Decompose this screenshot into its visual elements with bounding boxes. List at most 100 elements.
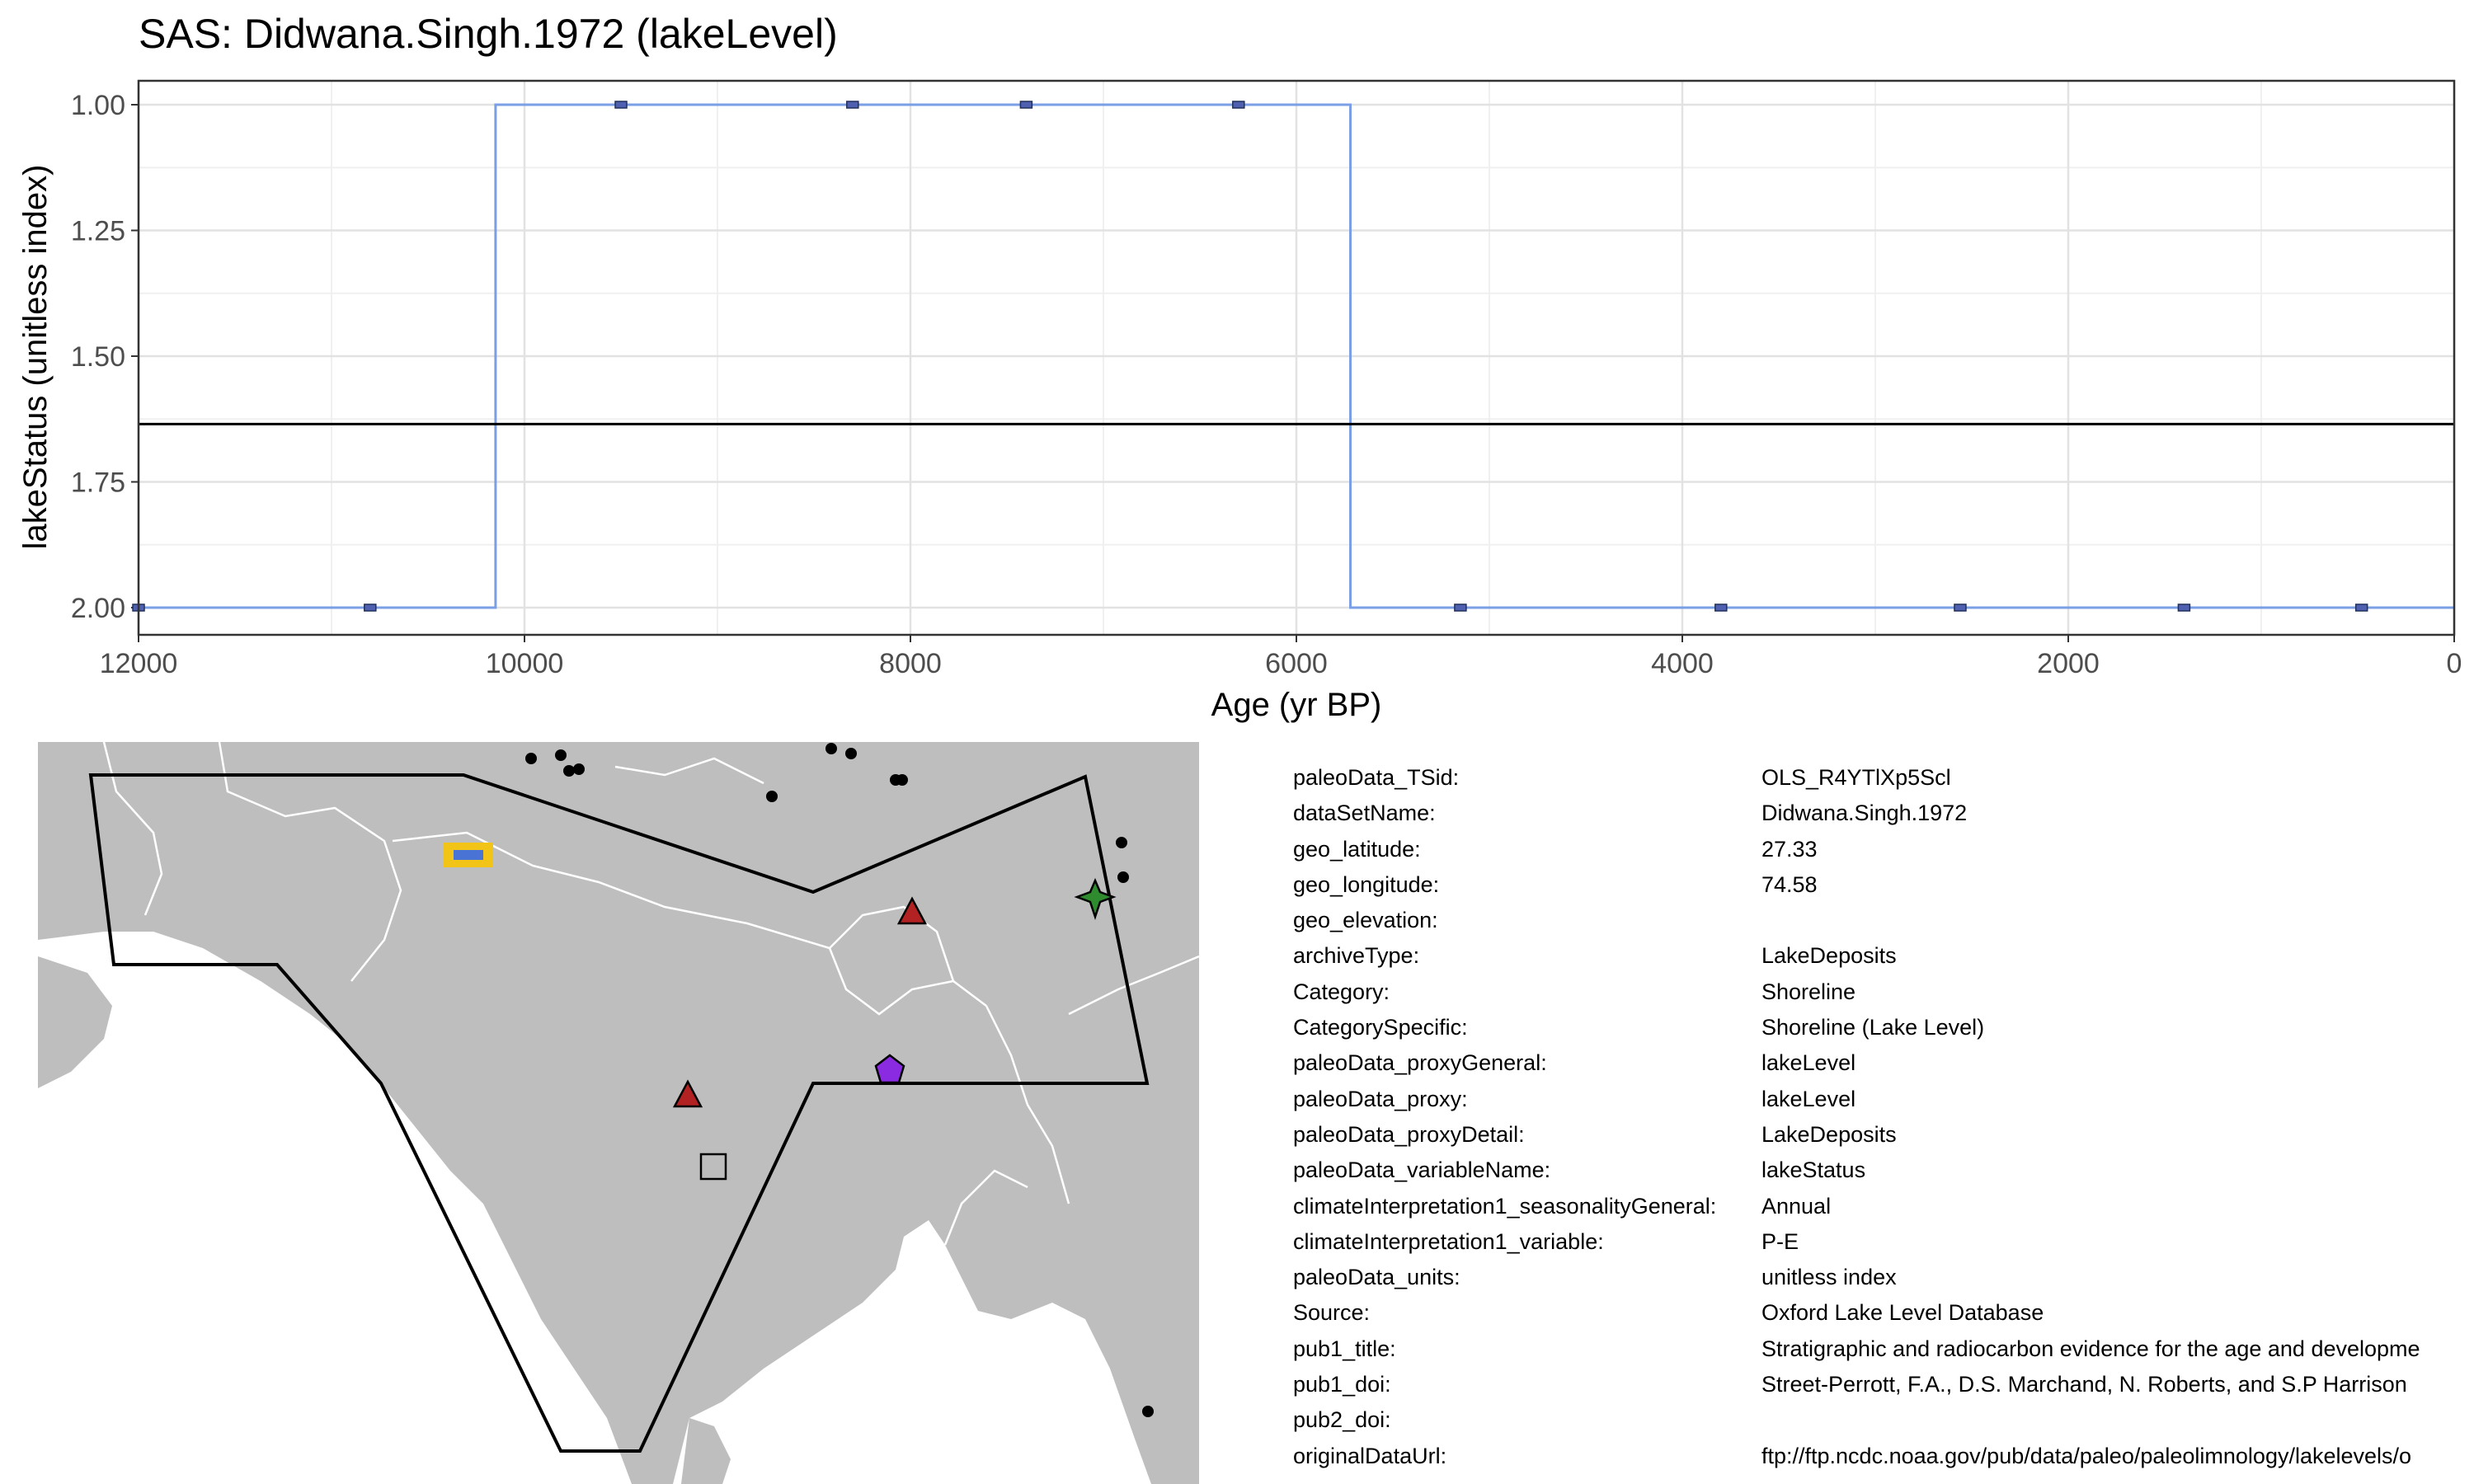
site-dot: [896, 774, 908, 786]
metadata-key: paleoData_proxyGeneral:: [1293, 1050, 1547, 1076]
pentagon-marker: [874, 1054, 905, 1084]
metadata-row: geo_elevation:: [1293, 903, 2474, 938]
star-marker: [1074, 877, 1117, 920]
metadata-value: 27.33: [1761, 836, 1818, 862]
x-tick-label: 8000: [879, 648, 942, 679]
metadata-row: paleoData_TSid: OLS_R4YTlXp5Scl: [1293, 760, 2474, 796]
x-tick-label: 2000: [2037, 648, 2100, 679]
metadata-row: pub1_title: Stratigraphic and radiocarbon…: [1293, 1331, 2474, 1367]
site-markers: [444, 843, 1117, 1181]
metadata-key: Source:: [1293, 1300, 1371, 1326]
metadata-row: paleoData_proxy: lakeLevel: [1293, 1082, 2474, 1117]
data-point: [1714, 603, 1728, 612]
data-point: [364, 603, 377, 612]
metadata-row: climateInterpretation1_seasonalityGenera…: [1293, 1189, 2474, 1224]
metadata-key: climateInterpretation1_seasonalityGenera…: [1293, 1193, 1717, 1219]
metadata-row: dataSetName: Didwana.Singh.1972: [1293, 796, 2474, 831]
metadata-key: archiveType:: [1293, 943, 1420, 969]
plot-border: [137, 79, 2456, 636]
metadata-key: geo_latitude:: [1293, 836, 1421, 862]
data-point: [1954, 603, 1967, 612]
metadata-row: Source: Oxford Lake Level Database: [1293, 1295, 2474, 1331]
triangle-marker: [896, 896, 928, 925]
land-masses: [38, 742, 1199, 1484]
land-sri-lanka: [681, 1418, 731, 1484]
y-tick-label: 2.00: [71, 593, 125, 624]
metadata-value: ftp://ftp.ncdc.noaa.gov/pub/data/paleo/p…: [1761, 1443, 2412, 1468]
target-site-marker-inner: [454, 850, 483, 860]
site-dot: [525, 753, 537, 764]
x-tick-label: 12000: [100, 648, 178, 679]
metadata-key: paleoData_units:: [1293, 1265, 1460, 1290]
metadata-key: paleoData_variableName:: [1293, 1158, 1551, 1183]
land-arabia: [38, 956, 112, 1088]
metadata-value: Oxford Lake Level Database: [1761, 1300, 2044, 1326]
data-point: [2177, 603, 2191, 612]
land-borders: [102, 742, 1199, 1246]
site-dot: [766, 791, 778, 802]
y-tick-label: 1.00: [71, 90, 125, 121]
site-dot: [573, 763, 585, 775]
metadata-row: geo_longitude: 74.58: [1293, 867, 2474, 903]
metadata-value: OLS_R4YTlXp5Scl: [1761, 765, 1951, 790]
metadata-row: paleoData_proxyDetail: LakeDeposits: [1293, 1117, 2474, 1153]
metadata-row: geo_latitude: 27.33: [1293, 832, 2474, 867]
metadata-value: P-E: [1761, 1228, 1799, 1254]
metadata-row: archiveType: LakeDeposits: [1293, 938, 2474, 974]
site-dot: [1116, 837, 1127, 848]
metadata-key: geo_elevation:: [1293, 908, 1438, 933]
metadata-row: CategorySpecific: Shoreline (Lake Level): [1293, 1010, 2474, 1045]
site-dot: [845, 748, 857, 759]
metadata-value: Annual: [1761, 1193, 1832, 1219]
metadata-key: pub1_title:: [1293, 1336, 1396, 1361]
metadata-row: paleoData_units: unitless index: [1293, 1260, 2474, 1295]
site-dot: [825, 743, 837, 754]
y-axis-label: lakeStatus (unitless index): [17, 165, 54, 550]
metadata-key: pub1_doi:: [1293, 1372, 1391, 1397]
metadata-key: paleoData_TSid:: [1293, 765, 1460, 790]
metadata-row: paleoData_variableName: lakeStatus: [1293, 1153, 2474, 1188]
site-dot: [1117, 871, 1129, 883]
site-map: [38, 742, 1199, 1484]
metadata-value: lakeLevel: [1761, 1086, 1856, 1111]
metadata-key: climateInterpretation1_variable:: [1293, 1228, 1604, 1254]
time-series-chart: SAS: Didwana.Singh.1972 (lakeLevel) 1200…: [17, 11, 2462, 723]
metadata-value: Shoreline (Lake Level): [1761, 1015, 1985, 1040]
data-point: [1019, 101, 1033, 109]
metadata-value: lakeLevel: [1761, 1050, 1856, 1076]
metadata-value: unitless index: [1761, 1265, 1897, 1290]
metadata-row: paleoData_proxyGeneral: lakeLevel: [1293, 1045, 2474, 1081]
data-point: [846, 101, 859, 109]
metadata-key: Category:: [1293, 979, 1390, 1004]
x-tick-label: 4000: [1651, 648, 1714, 679]
y-tick-label: 1.25: [71, 216, 125, 247]
metadata-key: originalDataUrl:: [1293, 1443, 1447, 1468]
data-point: [1454, 603, 1467, 612]
triangle-marker: [672, 1079, 703, 1108]
plot-area: 12000 10000 8000 6000 4000 2000 0 1.00 1.25 1.50 1…: [71, 79, 2462, 679]
site-dot: [1142, 1406, 1154, 1417]
region-outline: [88, 773, 1150, 1453]
site-dot: [555, 749, 567, 761]
metadata-value: Didwana.Singh.1972: [1761, 801, 1968, 826]
metadata-key: paleoData_proxyDetail:: [1293, 1121, 1525, 1147]
metadata-row: originalDataUrl: ftp://ftp.ncdc.noaa.gov/…: [1293, 1439, 2474, 1474]
metadata-row: climateInterpretation1_variable: P-E: [1293, 1224, 2474, 1260]
metadata-key: paleoData_proxy:: [1293, 1086, 1468, 1111]
metadata-value: 74.58: [1761, 871, 1818, 897]
metadata-value: Street-Perrott, F.A., D.S. Marchand, N. …: [1761, 1372, 2407, 1397]
site-dot: [563, 765, 575, 777]
y-tick-label: 1.75: [71, 467, 125, 499]
data-point: [2354, 603, 2368, 612]
chart-title: SAS: Didwana.Singh.1972 (lakeLevel): [139, 11, 838, 57]
x-tick-label: 6000: [1265, 648, 1328, 679]
x-tick-label: 10000: [486, 648, 564, 679]
y-tick-label: 1.50: [71, 341, 125, 373]
nearby-sites: [525, 743, 1154, 1417]
x-tick-label: 0: [2447, 648, 2462, 679]
metadata-value: LakeDeposits: [1761, 1121, 1897, 1147]
metadata-row: pub1_doi: Street-Perrott, F.A., D.S. Marc…: [1293, 1367, 2474, 1402]
lake-status-step-line: [139, 103, 2454, 609]
metadata-value: Shoreline: [1761, 979, 1856, 1004]
metadata-value: LakeDeposits: [1761, 943, 1897, 969]
